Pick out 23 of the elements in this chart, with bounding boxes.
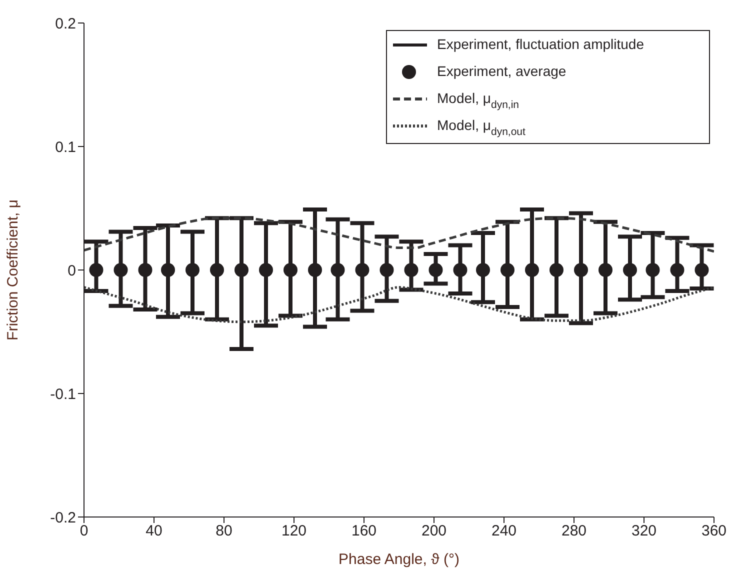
legend-label: Model, μ$_{dyn,out}$: [437, 116, 526, 138]
x-tick-label: 40: [146, 522, 162, 540]
x-tick-label: 280: [561, 522, 587, 540]
line-series: [84, 286, 714, 324]
x-tick-label: 200: [421, 522, 447, 540]
x-tick-label: 360: [701, 522, 727, 540]
y-tick-label: -0.2: [50, 509, 76, 526]
y-axis-title: Friction Coefficient, μ: [4, 200, 22, 340]
x-tick-label: 0: [80, 522, 88, 540]
x-tick-label: 160: [351, 522, 377, 540]
x-axis-title: Phase Angle, ϑ (°): [338, 551, 460, 568]
legend-label: Experiment, fluctuation amplitude: [437, 36, 644, 52]
x-tick-label: 120: [281, 522, 307, 540]
y-tick-label: 0.2: [55, 15, 76, 32]
x-tick-label: 320: [631, 522, 657, 540]
y-tick-label: 0.1: [55, 138, 76, 156]
legend-label: Model, μ$_{dyn,in}$: [437, 90, 520, 111]
x-tick-label: 240: [491, 522, 517, 540]
y-tick-label: -0.1: [50, 386, 76, 403]
line-series: [84, 216, 714, 253]
x-tick-label: 80: [216, 522, 232, 540]
y-tick-label: 0: [68, 262, 76, 280]
legend-label: Experiment, average: [437, 62, 566, 79]
